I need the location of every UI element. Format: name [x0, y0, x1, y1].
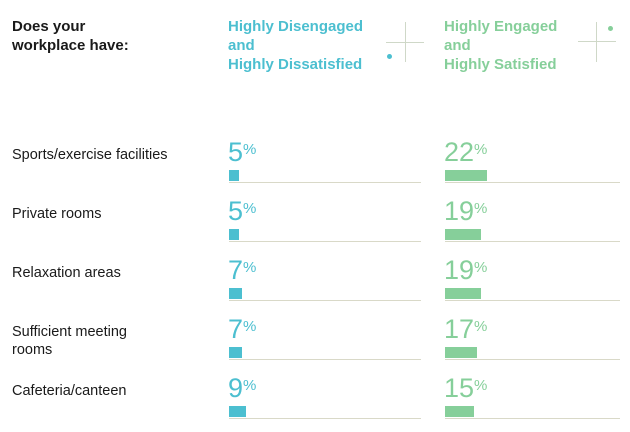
- data-label-unit: %: [474, 377, 488, 394]
- chart-row: Sufficient meeting rooms 7% 17%: [0, 314, 630, 373]
- legend-label-line: Highly Disengaged: [228, 18, 364, 35]
- data-label: 15%: [444, 373, 487, 403]
- bar: [229, 170, 239, 181]
- bar: [229, 347, 242, 358]
- legend-group-engaged: Highly Engaged and Highly Satisfied: [444, 17, 594, 74]
- chart-row: Private rooms 5% 19%: [0, 196, 630, 255]
- data-label: 9%: [228, 373, 256, 403]
- legend-label-line: and: [228, 37, 255, 54]
- chart-title: Does your workplace have:: [12, 17, 212, 55]
- data-label: 19%: [444, 255, 487, 285]
- category-label-line: Relaxation areas: [12, 265, 121, 281]
- data-label-value: 17: [444, 314, 475, 344]
- category-label-line: Sports/exercise facilities: [12, 147, 168, 163]
- category-label-line: Cafeteria/canteen: [12, 383, 127, 399]
- category-label-line: Sufficient meeting: [12, 324, 127, 340]
- bar: [229, 406, 246, 417]
- data-label-unit: %: [243, 318, 257, 335]
- category-label-line: rooms: [12, 342, 53, 358]
- chart-row: Sports/exercise facilities 5% 22%: [0, 137, 630, 196]
- chart-row: Relaxation areas 7% 19%: [0, 255, 630, 314]
- row-divider: [229, 300, 421, 301]
- data-label-unit: %: [243, 377, 257, 394]
- row-divider: [229, 241, 421, 242]
- data-label-unit: %: [243, 259, 257, 276]
- data-label-value: 9: [228, 373, 244, 403]
- category-label: Private rooms: [12, 205, 192, 223]
- data-label-value: 19: [444, 196, 475, 226]
- data-label-unit: %: [474, 141, 488, 158]
- row-divider: [445, 300, 620, 301]
- category-label-line: Private rooms: [12, 206, 102, 222]
- bar: [445, 229, 481, 240]
- plus-decoration-icon: [386, 22, 426, 62]
- bar: [229, 229, 239, 240]
- row-divider: [229, 182, 421, 183]
- data-label: 5%: [228, 137, 256, 167]
- bar: [445, 406, 474, 417]
- row-divider: [445, 182, 620, 183]
- category-label: Sports/exercise facilities: [12, 146, 192, 164]
- data-label-unit: %: [243, 200, 257, 217]
- data-label: 19%: [444, 196, 487, 226]
- row-divider: [229, 418, 421, 419]
- bar: [445, 288, 481, 299]
- data-label-value: 7: [228, 255, 244, 285]
- data-label-value: 5: [228, 196, 244, 226]
- data-label-unit: %: [474, 200, 488, 217]
- data-label: 7%: [228, 314, 256, 344]
- bar: [229, 288, 242, 299]
- data-label: 5%: [228, 196, 256, 226]
- data-label-value: 22: [444, 137, 475, 167]
- row-divider: [229, 359, 421, 360]
- chart-title-line: Does your: [12, 18, 86, 35]
- data-label-unit: %: [474, 318, 488, 335]
- row-divider: [445, 418, 620, 419]
- category-label: Sufficient meeting rooms: [12, 323, 192, 359]
- data-label-value: 19: [444, 255, 475, 285]
- legend-label-line: Highly Satisfied: [444, 56, 557, 73]
- category-label: Cafeteria/canteen: [12, 382, 192, 400]
- bar: [445, 170, 487, 181]
- data-label-value: 7: [228, 314, 244, 344]
- plus-decoration-icon: [578, 20, 618, 62]
- category-label: Relaxation areas: [12, 264, 192, 282]
- legend-label-line: Highly Dissatisfied: [228, 56, 363, 73]
- chart-row: Cafeteria/canteen 9% 15%: [0, 373, 630, 432]
- legend-label-line: and: [444, 37, 471, 54]
- data-label: 7%: [228, 255, 256, 285]
- data-label-unit: %: [474, 259, 488, 276]
- data-label: 17%: [444, 314, 487, 344]
- data-label-value: 5: [228, 137, 244, 167]
- row-divider: [445, 241, 620, 242]
- data-label-unit: %: [243, 141, 257, 158]
- legend-group-disengaged: Highly Disengaged and Highly Dissatisfie…: [228, 17, 388, 74]
- row-divider: [445, 359, 620, 360]
- bar: [445, 347, 477, 358]
- data-label: 22%: [444, 137, 487, 167]
- data-label-value: 15: [444, 373, 475, 403]
- chart-title-line: workplace have:: [12, 37, 129, 54]
- legend-label-line: Highly Engaged: [444, 18, 558, 35]
